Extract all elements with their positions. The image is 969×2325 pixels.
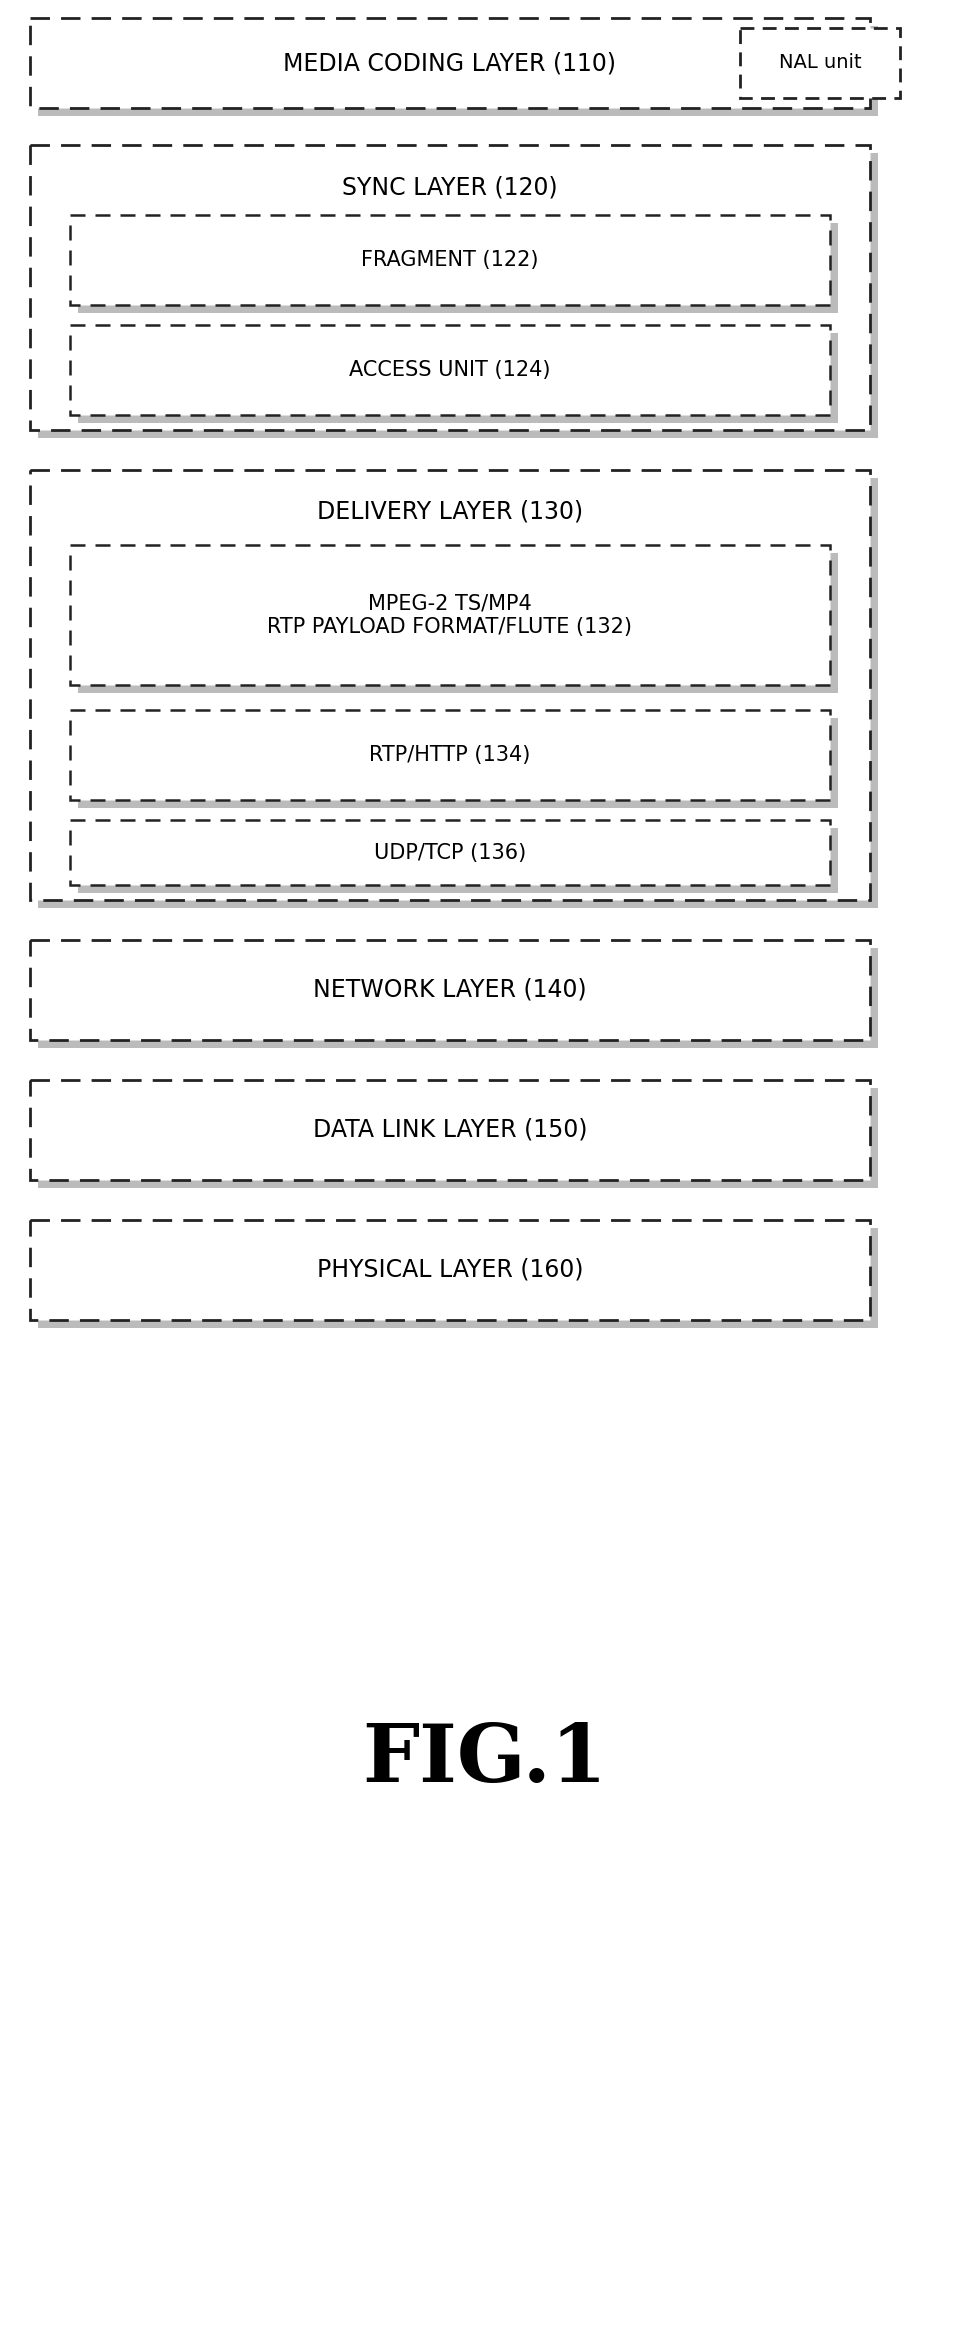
Text: UDP/TCP (136): UDP/TCP (136): [373, 842, 525, 863]
Bar: [70, 821, 829, 886]
Bar: [70, 326, 829, 414]
Bar: [38, 479, 877, 909]
Text: ACCESS UNIT (124): ACCESS UNIT (124): [349, 360, 550, 379]
Bar: [38, 1088, 877, 1188]
Text: FIG.1: FIG.1: [362, 1720, 607, 1800]
Bar: [78, 553, 837, 693]
Bar: [78, 332, 837, 423]
Text: RTP/HTTP (134): RTP/HTTP (134): [369, 744, 530, 765]
Text: NAL unit: NAL unit: [778, 53, 860, 72]
Bar: [38, 949, 877, 1049]
Text: DATA LINK LAYER (150): DATA LINK LAYER (150): [312, 1118, 586, 1142]
Bar: [30, 144, 869, 430]
Text: NETWORK LAYER (140): NETWORK LAYER (140): [313, 979, 586, 1002]
Bar: [70, 544, 829, 686]
Text: SYNC LAYER (120): SYNC LAYER (120): [342, 174, 557, 200]
Text: MPEG-2 TS/MP4
RTP PAYLOAD FORMAT/FLUTE (132): MPEG-2 TS/MP4 RTP PAYLOAD FORMAT/FLUTE (…: [267, 593, 632, 637]
Bar: [739, 28, 899, 98]
Bar: [38, 1228, 877, 1328]
Bar: [70, 709, 829, 800]
Text: FRAGMENT (122): FRAGMENT (122): [360, 251, 538, 270]
Bar: [38, 153, 877, 437]
Bar: [30, 1221, 869, 1321]
Text: DELIVERY LAYER (130): DELIVERY LAYER (130): [317, 500, 582, 523]
Text: MEDIA CODING LAYER (110): MEDIA CODING LAYER (110): [283, 51, 616, 74]
Bar: [78, 718, 837, 809]
Bar: [38, 26, 877, 116]
Bar: [30, 939, 869, 1039]
Text: PHYSICAL LAYER (160): PHYSICAL LAYER (160): [317, 1258, 582, 1281]
Bar: [70, 214, 829, 305]
Bar: [78, 223, 837, 314]
Bar: [30, 1081, 869, 1181]
Bar: [30, 19, 869, 107]
Bar: [30, 470, 869, 900]
Bar: [78, 828, 837, 893]
